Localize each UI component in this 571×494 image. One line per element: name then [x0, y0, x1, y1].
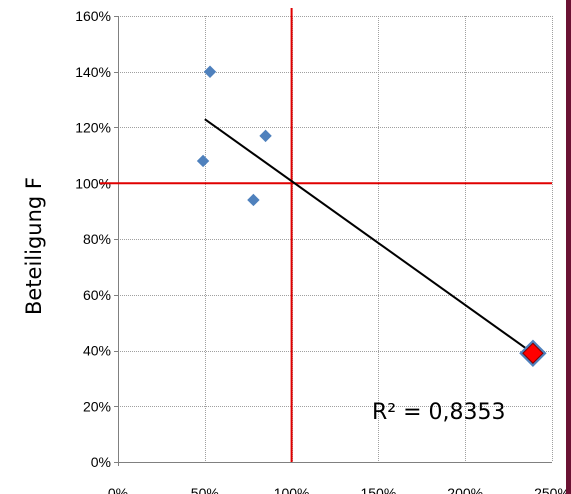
y-tick-label: 160%	[75, 8, 111, 24]
data-point	[247, 193, 260, 207]
y-tick-label: 120%	[75, 120, 111, 136]
y-tick-label: 100%	[75, 175, 111, 191]
y-tick-label: 40%	[83, 343, 111, 359]
data-point	[259, 129, 272, 143]
x-tick-label: 0%	[108, 485, 128, 494]
trendline	[204, 118, 534, 355]
y-tick-label: 140%	[75, 64, 111, 80]
grid-lines	[114, 16, 553, 466]
y-axis-label: Beteiligung F	[22, 177, 46, 315]
data-point	[203, 65, 217, 78]
data-points	[196, 65, 547, 367]
data-point	[196, 154, 210, 168]
side-bar	[566, 0, 571, 494]
r-squared-label: R² = 0,8353	[372, 400, 506, 425]
trendline-line	[204, 118, 534, 355]
x-tick-label: 100%	[274, 485, 310, 494]
highlight-point	[522, 342, 544, 364]
x-tick-label: 50%	[191, 485, 219, 494]
y-tick-label: 60%	[83, 287, 111, 303]
x-tick-label: 250%	[534, 485, 570, 494]
y-tick-labels: 0% 20% 40% 60% 80% 100% 120% 140% 160%	[75, 8, 111, 470]
reference-lines	[100, 8, 552, 462]
x-tick-labels: 0% 50% 100% 150% 200% 250%	[108, 485, 570, 494]
y-tick-label: 80%	[83, 231, 111, 247]
x-tick-label: 150%	[360, 485, 396, 494]
y-tick-label: 20%	[83, 398, 111, 414]
y-tick-label: 0%	[91, 454, 111, 470]
x-tick-label: 200%	[447, 485, 483, 494]
